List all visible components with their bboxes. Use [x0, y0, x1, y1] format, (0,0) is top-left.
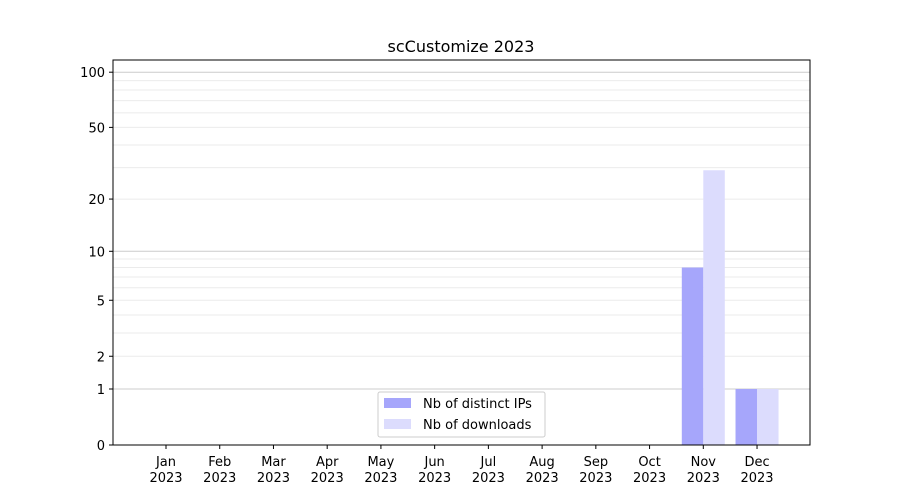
x-tick-label: Jul 2023 [472, 455, 505, 486]
x-tick-label: Feb 2023 [203, 455, 236, 486]
y-tick-label: 5 [97, 294, 105, 309]
legend-box [377, 391, 546, 438]
y-tick-label: 20 [88, 193, 105, 208]
y-tick-label: 0 [97, 439, 105, 454]
y-tick-label: 2 [97, 350, 105, 365]
y-tick-label: 50 [88, 121, 105, 136]
bar-distinct-ips [735, 389, 758, 445]
x-tick-label: Oct 2023 [633, 455, 666, 486]
bar-downloads [757, 389, 779, 445]
legend-label: Nb of distinct IPs [423, 397, 532, 412]
x-tick-label: Sep 2023 [579, 455, 612, 486]
x-tick-label: Jan 2023 [149, 455, 182, 486]
bar-distinct-ips [681, 267, 704, 445]
x-tick-label: Nov 2023 [687, 455, 720, 486]
legend-label: Nb of downloads [423, 418, 532, 433]
x-tick-label: Mar 2023 [257, 455, 290, 486]
y-tick-label: 100 [80, 66, 105, 81]
chart-title: scCustomize 2023 [388, 37, 535, 56]
x-tick-label: Aug 2023 [526, 455, 559, 486]
x-tick-label: Apr 2023 [311, 455, 344, 486]
legend: Nb of distinct IPs Nb of downloads [377, 391, 546, 438]
bar-downloads [703, 170, 725, 446]
x-tick-label: Jun 2023 [418, 455, 451, 486]
plot-frame [112, 59, 811, 446]
y-tick-label: 1 [97, 383, 105, 398]
x-tick-label: May 2023 [364, 455, 397, 486]
y-tick-label: 10 [88, 245, 105, 260]
x-tick-label: Dec 2023 [740, 455, 773, 486]
legend-swatch [384, 398, 411, 408]
legend-swatch [384, 419, 411, 429]
